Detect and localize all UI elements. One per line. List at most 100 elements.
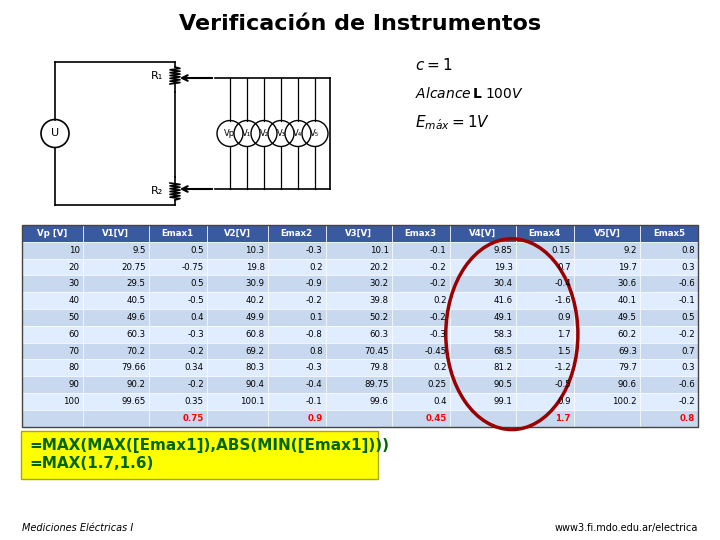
Bar xyxy=(149,376,207,393)
Text: -1.2: -1.2 xyxy=(554,363,571,372)
Text: 9.85: 9.85 xyxy=(494,246,513,255)
Bar xyxy=(450,376,516,393)
Text: -0.2: -0.2 xyxy=(678,330,695,339)
Text: 89.75: 89.75 xyxy=(364,380,389,389)
Text: 0.8: 0.8 xyxy=(681,246,695,255)
Bar xyxy=(268,225,325,242)
Bar xyxy=(574,393,640,410)
Bar xyxy=(640,242,698,259)
Bar xyxy=(450,393,516,410)
Bar xyxy=(83,410,149,427)
Bar xyxy=(22,225,83,242)
Bar xyxy=(516,326,574,342)
Text: -0.2: -0.2 xyxy=(678,397,695,406)
Text: 30.6: 30.6 xyxy=(618,279,637,288)
Bar xyxy=(325,259,392,275)
Text: 70.45: 70.45 xyxy=(364,347,389,355)
Text: 49.5: 49.5 xyxy=(618,313,637,322)
Bar xyxy=(392,275,450,292)
Text: 90.6: 90.6 xyxy=(618,380,637,389)
Bar xyxy=(325,360,392,376)
Text: V1[V]: V1[V] xyxy=(102,229,130,238)
Bar xyxy=(149,309,207,326)
Text: 20: 20 xyxy=(68,262,80,272)
Text: V₄: V₄ xyxy=(293,129,302,138)
Bar xyxy=(149,326,207,342)
Bar xyxy=(325,309,392,326)
Text: $Alcance\,\mathbf{L}\;100V$: $Alcance\,\mathbf{L}\;100V$ xyxy=(415,85,523,100)
Bar xyxy=(325,326,392,342)
Bar xyxy=(268,342,325,360)
Bar xyxy=(83,393,149,410)
Bar xyxy=(450,342,516,360)
Text: 0.34: 0.34 xyxy=(185,363,204,372)
Text: 69.2: 69.2 xyxy=(246,347,264,355)
Text: 0.8: 0.8 xyxy=(309,347,323,355)
Text: 100.1: 100.1 xyxy=(240,397,264,406)
Bar xyxy=(149,360,207,376)
Bar xyxy=(392,242,450,259)
Bar xyxy=(22,393,83,410)
Text: 19.3: 19.3 xyxy=(494,262,513,272)
Text: 60.3: 60.3 xyxy=(127,330,145,339)
Text: V₁: V₁ xyxy=(243,129,251,138)
Bar xyxy=(392,225,450,242)
Bar xyxy=(207,410,268,427)
Text: 70: 70 xyxy=(68,347,80,355)
Bar xyxy=(22,360,83,376)
Bar xyxy=(149,242,207,259)
Bar xyxy=(325,242,392,259)
Bar xyxy=(392,360,450,376)
Bar xyxy=(450,242,516,259)
Bar xyxy=(640,309,698,326)
Bar xyxy=(268,242,325,259)
Text: -0.1: -0.1 xyxy=(678,296,695,305)
Text: Vp [V]: Vp [V] xyxy=(37,229,68,238)
Text: 0.7: 0.7 xyxy=(681,347,695,355)
Bar xyxy=(268,309,325,326)
Text: 50: 50 xyxy=(68,313,80,322)
Bar xyxy=(574,342,640,360)
Text: 0.2: 0.2 xyxy=(433,363,447,372)
Bar xyxy=(83,360,149,376)
Bar xyxy=(207,292,268,309)
FancyBboxPatch shape xyxy=(21,430,378,478)
Text: 30.2: 30.2 xyxy=(369,279,389,288)
Text: 49.9: 49.9 xyxy=(246,313,264,322)
Text: 10.1: 10.1 xyxy=(369,246,389,255)
Bar xyxy=(640,410,698,427)
Text: 20.75: 20.75 xyxy=(121,262,145,272)
Text: =MAX(1.7,1.6): =MAX(1.7,1.6) xyxy=(29,456,153,471)
Bar xyxy=(516,393,574,410)
Bar xyxy=(516,360,574,376)
Text: 0.5: 0.5 xyxy=(190,246,204,255)
Bar xyxy=(207,242,268,259)
Bar xyxy=(83,326,149,342)
Bar xyxy=(268,376,325,393)
Text: -0.2: -0.2 xyxy=(430,279,447,288)
Text: Emax4: Emax4 xyxy=(528,229,561,238)
Text: -0.2: -0.2 xyxy=(306,296,323,305)
Text: 0.2: 0.2 xyxy=(309,262,323,272)
Text: -0.3: -0.3 xyxy=(187,330,204,339)
Text: 50.2: 50.2 xyxy=(369,313,389,322)
Bar xyxy=(83,259,149,275)
Text: -0.5: -0.5 xyxy=(554,380,571,389)
Text: 60.3: 60.3 xyxy=(369,330,389,339)
Bar xyxy=(83,242,149,259)
Text: -0.6: -0.6 xyxy=(678,279,695,288)
Text: 20.2: 20.2 xyxy=(369,262,389,272)
Text: 30.4: 30.4 xyxy=(494,279,513,288)
Bar xyxy=(574,410,640,427)
Bar xyxy=(207,326,268,342)
Text: V4[V]: V4[V] xyxy=(469,229,496,238)
Bar xyxy=(640,292,698,309)
Text: 39.8: 39.8 xyxy=(369,296,389,305)
Bar xyxy=(22,376,83,393)
Bar xyxy=(640,360,698,376)
Text: -0.4: -0.4 xyxy=(554,279,571,288)
Text: 69.3: 69.3 xyxy=(618,347,637,355)
Bar xyxy=(22,275,83,292)
Bar xyxy=(640,326,698,342)
Bar xyxy=(450,410,516,427)
